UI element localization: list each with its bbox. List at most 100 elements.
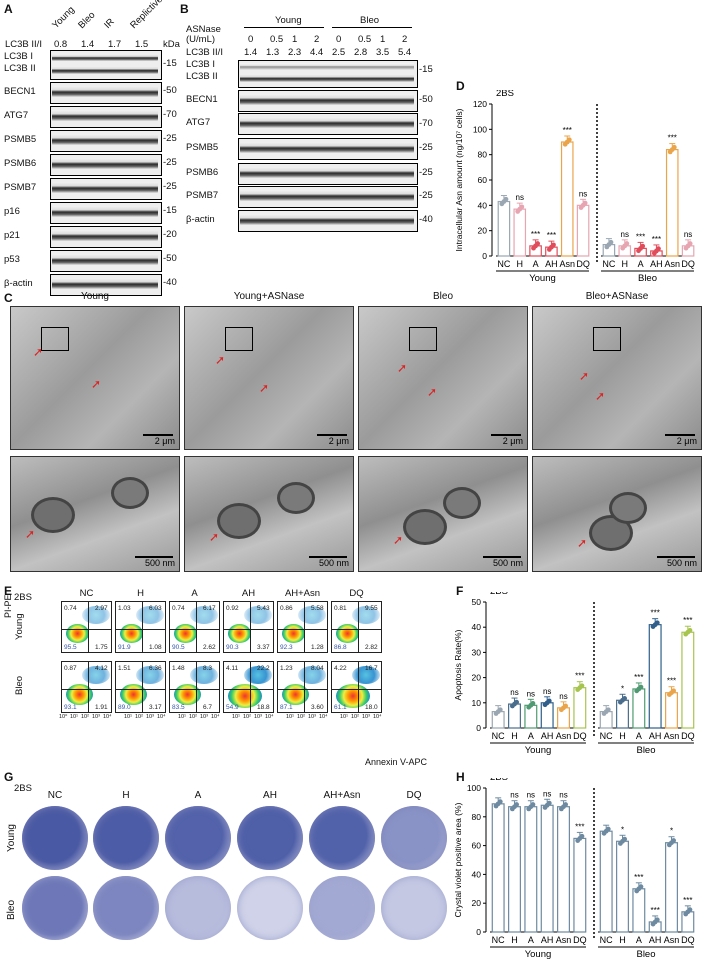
panel-b-ratio: 3.5 — [376, 47, 390, 58]
panel-e-x-tick: 10³ — [200, 714, 208, 720]
panel-b-row-label: PSMB6 — [186, 167, 219, 178]
panel-c-em-top: ➚ ➚ 2 μm — [184, 306, 354, 450]
chart-point — [514, 699, 520, 705]
panel-b-row-label: LC3B I — [186, 59, 216, 70]
chart-y-tick-label: 30 — [472, 647, 482, 657]
panel-a-row-label: ATG7 — [4, 110, 29, 121]
panel-a-lc3b-i-band — [52, 54, 158, 61]
panel-e-gate-h — [62, 629, 111, 630]
panel-b-dose: 1 — [380, 34, 386, 45]
panel-e-q-ll: 87.1 — [280, 704, 293, 711]
panel-e-density — [136, 666, 164, 684]
panel-e-gate-h — [278, 629, 327, 630]
panel-e-gate-v — [250, 662, 251, 712]
panel-e-density — [82, 666, 110, 684]
chart-group-label: Bleo — [636, 949, 655, 960]
chart-y-tick-label: 40 — [478, 200, 488, 210]
panel-e-density — [174, 624, 197, 644]
panel-b-ratio: 5.4 — [398, 47, 412, 58]
chart-y-tick-label: 50 — [472, 597, 482, 607]
panel-a-band — [52, 110, 158, 121]
panel-b-band — [240, 167, 414, 178]
chart-y-tick-label: 80 — [472, 812, 482, 822]
chart-y-label: Apoptosis Rate(%) — [453, 629, 463, 700]
panel-c-arrow: ➚ — [577, 536, 588, 550]
panel-c-zoom-box — [41, 327, 69, 351]
chart-bar — [540, 804, 554, 933]
panel-label-c: C — [4, 291, 13, 305]
panel-e-q-ll: 95.5 — [64, 644, 77, 651]
panel-b-band — [240, 142, 414, 153]
chart-y-tick-label: 40 — [472, 622, 482, 632]
panel-e-density — [336, 684, 370, 708]
chart-y-tick-label: 40 — [472, 869, 482, 879]
chart-x-tick-label: DQ — [576, 259, 590, 269]
panel-e-q-ur: 8.3 — [203, 665, 213, 672]
panel-g-dish-bleo — [165, 876, 231, 940]
panel-e-q-ul: 4.11 — [226, 665, 239, 672]
panel-e-gate-v — [304, 662, 305, 712]
panel-b-lc3b-ii-band — [240, 74, 414, 82]
panel-e-density — [298, 606, 326, 624]
chart-bar — [524, 704, 538, 729]
panel-e-x-tick: 10¹ — [70, 714, 78, 720]
panel-e-q-ur: 2.97 — [95, 605, 108, 612]
panel-g-dish-young — [165, 806, 231, 870]
chart-bar — [681, 631, 695, 729]
chart-x-tick-label: NC — [492, 731, 505, 741]
panel-b-group-bleo: Bleo — [360, 15, 380, 26]
panel-e-x-tick: 10⁴ — [211, 714, 220, 720]
chart-x-tick-label: AH — [545, 259, 558, 269]
chart-h-crystal-violet: 2BS 0 20 40 60 80 100 Crystal violet positive a… — [453, 778, 695, 960]
panel-a-row-label: β-actin — [4, 278, 33, 289]
chart-sig-label: ns — [559, 791, 567, 800]
panel-e-q-lr: 1.28 — [311, 644, 324, 651]
chart-sig-label: *** — [636, 232, 645, 241]
chart-x-tick-label: Asn — [556, 731, 572, 741]
panel-e-q-lr: 2.82 — [365, 644, 378, 651]
panel-b-ratio: 1.4 — [244, 47, 258, 58]
panel-e-x-tick: 10² — [81, 714, 89, 720]
chart-point — [551, 242, 556, 248]
panel-e-q-ul: 4.22 — [334, 665, 347, 672]
panel-a-lane-label: Replictive — [128, 0, 166, 31]
chart-point — [579, 683, 585, 689]
panel-e-density — [228, 684, 262, 708]
chart-sig-label: *** — [634, 873, 643, 882]
chart-point — [622, 836, 628, 842]
panel-c-em-bottom: ➚ 500 nm — [10, 456, 180, 572]
chart-y-tick-label: 0 — [476, 723, 481, 733]
panel-a-band — [52, 86, 158, 97]
panel-e-q-lr: 1.75 — [95, 644, 108, 651]
panel-e-q-ur: 6.03 — [149, 605, 162, 612]
chart-point — [497, 707, 503, 713]
chart-x-tick-label: AH — [650, 259, 663, 269]
panel-c-autophagosome — [277, 482, 315, 514]
panel-e-q-ll: 89.0 — [118, 704, 131, 711]
panel-e-q-lr: 1.08 — [149, 644, 162, 651]
chart-point — [654, 917, 660, 923]
panel-e-q-ul: 0.86 — [280, 605, 293, 612]
chart-y-tick-label: 0 — [482, 251, 487, 261]
panel-e-x-tick: 10⁴ — [319, 714, 328, 720]
panel-a-lane-label: Young — [50, 4, 77, 31]
chart-y-label: Intracellular Asn amount (ng/10⁷ cells) — [454, 108, 464, 251]
chart-y-label: Crystal violet positive area (%) — [453, 802, 463, 917]
panel-e-gate-v — [88, 602, 89, 652]
panel-c-title: Bleo+ASNase — [585, 291, 649, 302]
chart-bar — [508, 703, 521, 729]
chart-point — [530, 802, 536, 807]
panel-e-flow-plot: 0.74 2.97 95.5 1.75 — [61, 601, 112, 653]
panel-g-col-label: NC — [47, 790, 63, 801]
panel-e-x-tick: 10³ — [146, 714, 154, 720]
chart-x-tick-label: H — [511, 935, 518, 945]
panel-b-marker: -15 — [419, 64, 433, 75]
panel-e-x-tick: 10³ — [362, 714, 370, 720]
panel-c-scale-label: 500 nm — [492, 558, 523, 568]
panel-label-h: H — [456, 770, 465, 784]
chart-x-tick-label: Asn — [664, 935, 680, 945]
chart-y-tick-label: 120 — [473, 99, 487, 109]
chart-point — [503, 196, 509, 202]
chart-bar — [648, 624, 662, 729]
panel-e-x-tick: 10¹ — [124, 714, 132, 720]
